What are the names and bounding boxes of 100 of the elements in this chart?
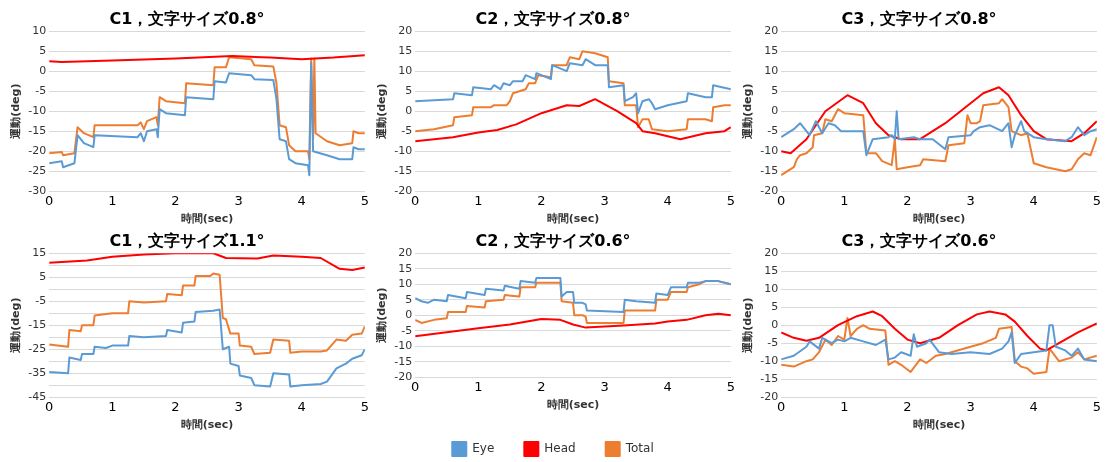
y-tick-label: 20 [398,246,413,260]
chart-title: C2，文字サイズ0.6° [475,230,631,250]
y-tick-label: -5 [35,84,47,98]
y-tick-label: 15 [398,261,413,275]
x-tick-label: 3 [234,399,243,415]
chart-title: C1，文字サイズ1.1° [109,230,265,250]
x-axis-title: 時間(sec) [546,212,600,226]
y-axis-title: 運動(deg) [375,287,389,344]
y-tick-label: -15 [760,164,779,178]
y-tick-label: -45 [28,390,47,404]
y-tick-label: 5 [771,84,779,98]
y-tick-label: -10 [394,339,413,353]
legend-label: Eye [472,441,495,456]
y-tick-label: -30 [28,184,47,198]
x-tick-label: 5 [1092,193,1102,209]
y-tick-label: -10 [760,354,779,368]
legend-label: Head [544,441,576,456]
x-tick-label: 5 [726,193,736,209]
x-tick-label: 2 [171,193,180,209]
y-tick-label: 20 [764,246,779,260]
x-tick-label: 2 [903,399,912,415]
y-tick-label: -15 [28,318,47,332]
y-tick-label: -35 [28,366,47,380]
x-tick-label: 4 [297,193,306,209]
y-tick-label: -20 [394,370,413,384]
y-tick-label: -20 [760,390,779,404]
y-axis-title: 運動(deg) [375,83,389,140]
y-tick-label: 20 [764,24,779,38]
y-axis-title: 運動(deg) [741,83,755,140]
x-tick-label: 5 [360,399,370,415]
y-tick-label: -20 [394,184,413,198]
x-axis-title: 時間(sec) [180,212,234,226]
y-tick-label: 5 [39,44,47,58]
y-tick-label: -15 [760,372,779,386]
x-tick-label: 4 [663,193,672,209]
y-tick-label: -15 [394,164,413,178]
y-tick-label: -5 [401,124,413,138]
y-tick-label: 10 [32,24,47,38]
y-tick-label: 10 [764,64,779,78]
y-tick-label: -25 [28,342,47,356]
y-axis-title: 運動(deg) [9,297,23,354]
x-tick-label: 4 [663,379,672,395]
y-tick-label: 10 [398,64,413,78]
y-tick-label: 0 [39,64,47,78]
x-tick-label: 1 [108,193,117,209]
x-tick-label: 3 [234,193,243,209]
x-tick-label: 1 [474,193,483,209]
x-axis-title: 時間(sec) [180,418,234,432]
x-axis-title: 時間(sec) [912,212,966,226]
y-tick-label: 10 [764,282,779,296]
x-tick-label: 3 [600,193,609,209]
x-tick-label: 4 [1029,399,1038,415]
y-axis-title: 運動(deg) [9,83,23,140]
x-tick-label: 1 [474,379,483,395]
y-tick-label: 0 [771,318,779,332]
x-tick-label: 5 [726,379,736,395]
y-tick-label: -20 [28,144,47,158]
y-tick-label: -5 [401,323,413,337]
legend-label: Total [624,441,654,456]
y-tick-label: 0 [405,104,413,118]
y-tick-label: -10 [28,104,47,118]
y-tick-label: -25 [28,164,47,178]
chart-title: C3，文字サイズ0.8° [841,8,997,28]
x-tick-label: 1 [840,193,849,209]
chart-title: C2，文字サイズ0.8° [475,8,631,28]
x-tick-label: 5 [1092,399,1102,415]
x-tick-label: 4 [1029,193,1038,209]
y-tick-label: 5 [405,292,413,306]
x-axis-title: 時間(sec) [912,418,966,432]
y-tick-label: -20 [760,184,779,198]
y-tick-label: 5 [405,84,413,98]
x-tick-label: 2 [171,399,180,415]
y-tick-label: 15 [764,44,779,58]
y-tick-label: 5 [771,300,779,314]
y-tick-label: 0 [405,308,413,322]
x-tick-label: 1 [840,399,849,415]
x-tick-label: 5 [360,193,370,209]
chart-title: C1，文字サイズ0.8° [109,8,265,28]
y-tick-label: 0 [771,104,779,118]
y-tick-label: 10 [398,277,413,291]
x-tick-label: 3 [966,399,975,415]
y-tick-label: -5 [767,124,779,138]
y-tick-label: 15 [32,246,47,260]
x-tick-label: 2 [537,193,546,209]
y-axis-title: 運動(deg) [741,297,755,354]
y-tick-label: 15 [764,264,779,278]
y-tick-label: 15 [398,44,413,58]
y-tick-label: -10 [394,144,413,158]
y-tick-label: -15 [28,124,47,138]
y-tick-label: 20 [398,24,413,38]
y-tick-label: 5 [39,270,47,284]
x-tick-label: 4 [297,399,306,415]
x-tick-label: 2 [537,379,546,395]
y-tick-label: -5 [35,294,47,308]
x-tick-label: 2 [903,193,912,209]
y-tick-label: -15 [394,354,413,368]
x-axis-title: 時間(sec) [546,398,600,412]
y-tick-label: -5 [767,336,779,350]
chart-title: C3，文字サイズ0.6° [841,230,997,250]
x-tick-label: 3 [600,379,609,395]
